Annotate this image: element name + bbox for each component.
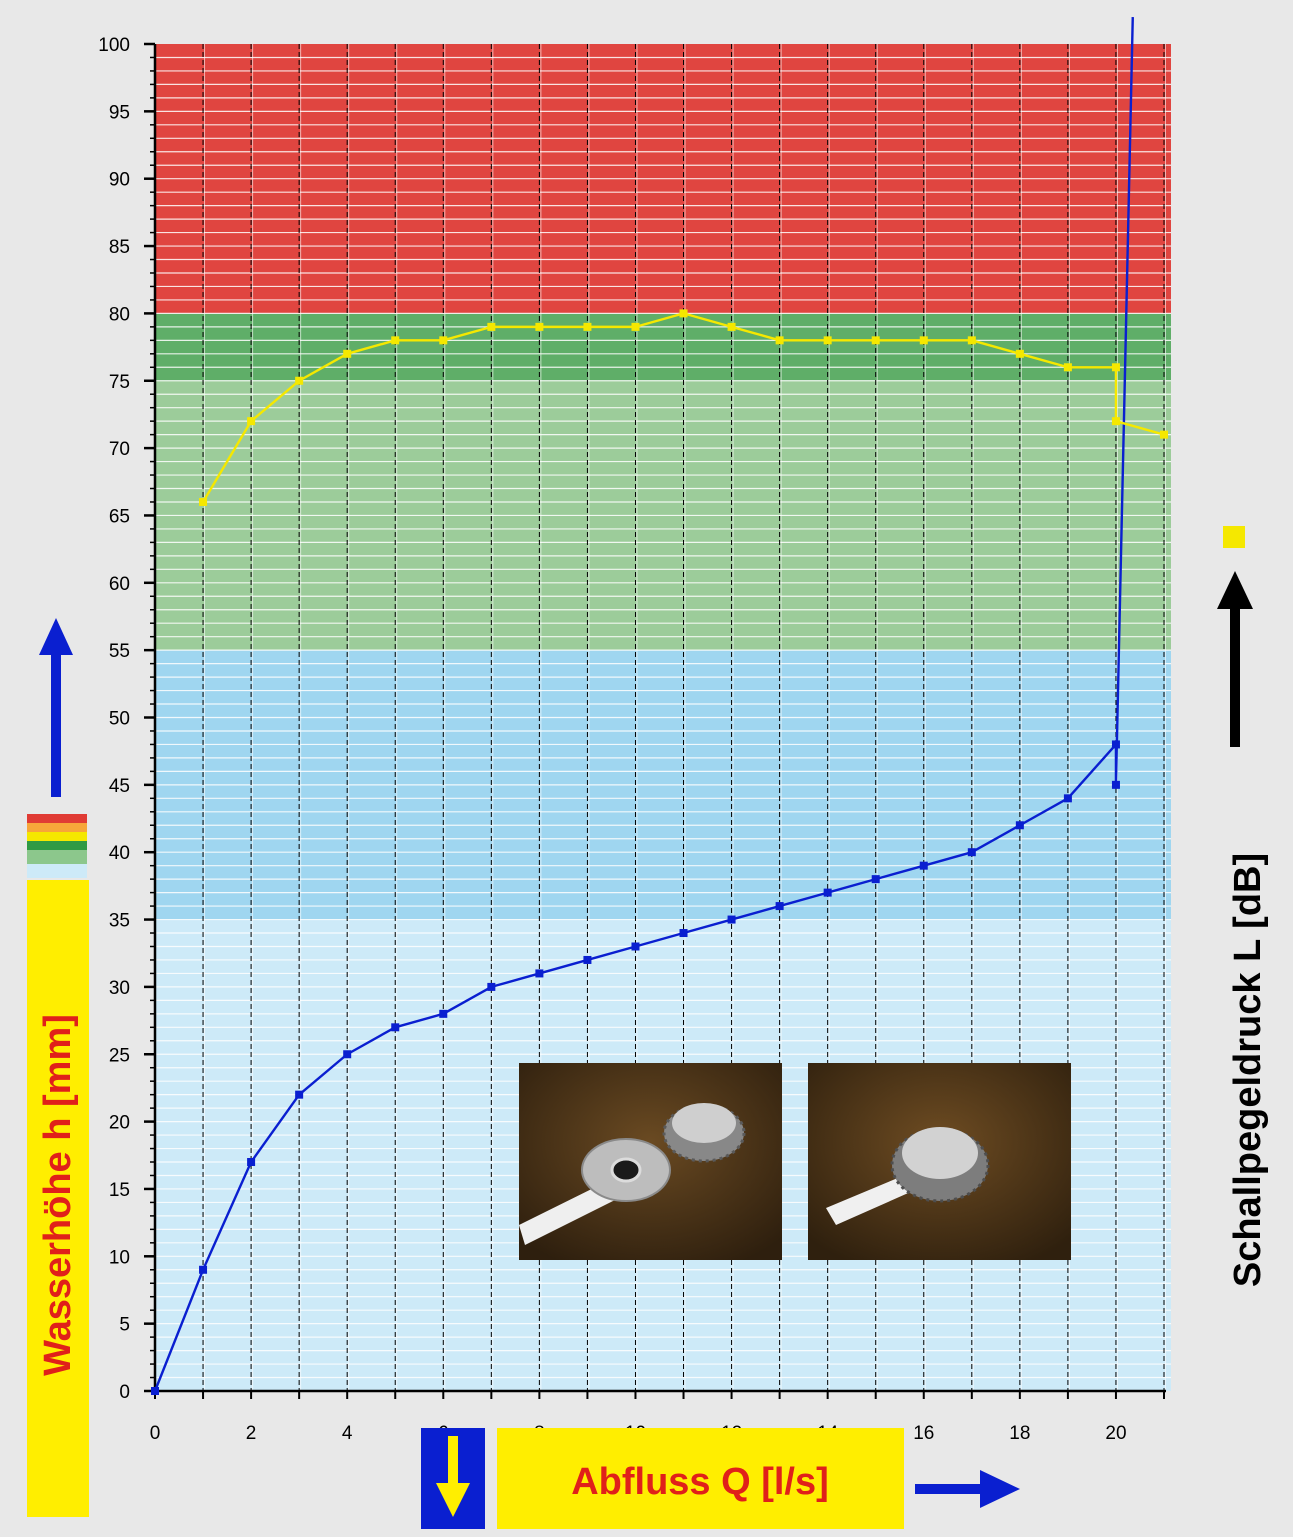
series-1-point xyxy=(1111,363,1120,372)
series-0-point xyxy=(919,861,928,870)
series-0-point xyxy=(631,942,640,951)
series-0-point xyxy=(151,1387,159,1395)
series-1-point xyxy=(631,322,640,331)
arrow-up-icon xyxy=(39,618,73,797)
legend-swatch-lightgreen xyxy=(27,850,87,864)
y-tick-label: 50 xyxy=(109,709,130,730)
series-1-point xyxy=(871,336,880,345)
legend-swatch-lightblue xyxy=(27,864,87,878)
y-tick-label: 20 xyxy=(109,1113,130,1134)
series-0-point xyxy=(391,1023,400,1032)
series-0-point xyxy=(439,1009,448,1018)
series-1-point xyxy=(1063,363,1072,372)
y-tick-label: 70 xyxy=(109,439,130,460)
x-tick-label: 2 xyxy=(246,1423,257,1444)
y-tick-label: 25 xyxy=(109,1045,130,1066)
series-1-point xyxy=(919,336,928,345)
series-1-point xyxy=(1160,430,1168,439)
x-axis-title: Abfluss Q [l/s] xyxy=(571,1461,829,1503)
series-0-point xyxy=(1015,821,1024,830)
x-tick-label: 16 xyxy=(913,1423,934,1444)
y-tick-label: 45 xyxy=(109,776,130,797)
x-tick-label: 0 xyxy=(150,1423,161,1444)
y-tick-label: 80 xyxy=(109,304,130,325)
series-1-point xyxy=(487,322,496,331)
legend-swatch-red xyxy=(27,814,87,823)
y-tick-label: 75 xyxy=(109,372,130,393)
series-1-point xyxy=(391,336,400,345)
series-0-point xyxy=(199,1265,208,1274)
series-0-point xyxy=(487,982,496,991)
series-0-point xyxy=(727,915,736,924)
series-0-point xyxy=(967,848,976,857)
yellow-square-icon xyxy=(1223,526,1245,548)
series-1-point xyxy=(823,336,832,345)
series-1-point xyxy=(439,336,448,345)
series-1-point xyxy=(199,497,208,506)
series-1-point xyxy=(535,322,544,331)
series-0-point xyxy=(823,888,832,897)
y-tick-label: 95 xyxy=(109,102,130,123)
y-tick-label: 10 xyxy=(109,1247,130,1268)
series-0-point xyxy=(583,955,592,964)
series-1-point xyxy=(1015,349,1024,358)
y-tick-label: 60 xyxy=(109,574,130,595)
series-0-point xyxy=(343,1050,352,1059)
series-0-point xyxy=(1063,794,1072,803)
y-label-highlight xyxy=(27,880,89,1517)
series-1-point xyxy=(1111,417,1120,426)
series-1-point xyxy=(343,349,352,358)
legend-swatch-yellow xyxy=(27,832,87,841)
series-0-point xyxy=(247,1158,256,1167)
series-0-point xyxy=(1111,780,1120,789)
series-1-point xyxy=(775,336,784,345)
arrow-right-icon xyxy=(915,1470,1020,1508)
series-0-point xyxy=(1111,740,1120,749)
series-1-point xyxy=(295,376,304,385)
series-0-point xyxy=(775,902,784,911)
series-lines xyxy=(151,17,1168,1395)
y-tick-label: 5 xyxy=(119,1315,130,1336)
y-tick-label: 35 xyxy=(109,911,130,932)
y-axis-label-block: Wasserhöhe h [mm] xyxy=(27,814,89,1517)
legend-swatch-orange xyxy=(27,823,87,832)
series-1-point xyxy=(967,336,976,345)
series-0-point xyxy=(295,1090,304,1099)
y-axis-title: Wasserhöhe h [mm] xyxy=(37,1014,79,1376)
y-tick-label: 0 xyxy=(119,1382,130,1403)
series-1-point xyxy=(679,309,688,318)
series-0-point xyxy=(871,875,880,884)
legend-swatch-green xyxy=(27,841,87,850)
y-tick-label: 65 xyxy=(109,506,130,527)
series-1-point xyxy=(247,417,256,426)
arrow-up-black-icon xyxy=(1217,571,1253,747)
x-tick-label: 4 xyxy=(342,1423,353,1444)
y-tick-label: 55 xyxy=(109,641,130,662)
x-label-highlight xyxy=(497,1428,904,1529)
photo-drain-open xyxy=(519,1063,782,1260)
y-tick-label: 30 xyxy=(109,978,130,999)
photo-drain-closed xyxy=(808,1063,1071,1260)
y-tick-label: 15 xyxy=(109,1180,130,1201)
series-0-point xyxy=(535,969,544,978)
y-tick-label: 40 xyxy=(109,843,130,864)
series-1-line xyxy=(202,312,1165,503)
series-1-point xyxy=(727,322,736,331)
y2-axis-title: Schallpegeldruck L [dB] xyxy=(1227,853,1269,1287)
band-3 xyxy=(155,313,1171,381)
series-0-point xyxy=(679,929,688,938)
y-tick-label: 90 xyxy=(109,170,130,191)
y-tick-label: 100 xyxy=(98,35,130,56)
x-tick-label: 18 xyxy=(1009,1423,1030,1444)
x-tick-label: 20 xyxy=(1105,1423,1126,1444)
series-1-point xyxy=(583,322,592,331)
axes xyxy=(144,42,1166,1399)
arrow-down-icon xyxy=(421,1428,485,1529)
y-tick-label: 85 xyxy=(109,237,130,258)
